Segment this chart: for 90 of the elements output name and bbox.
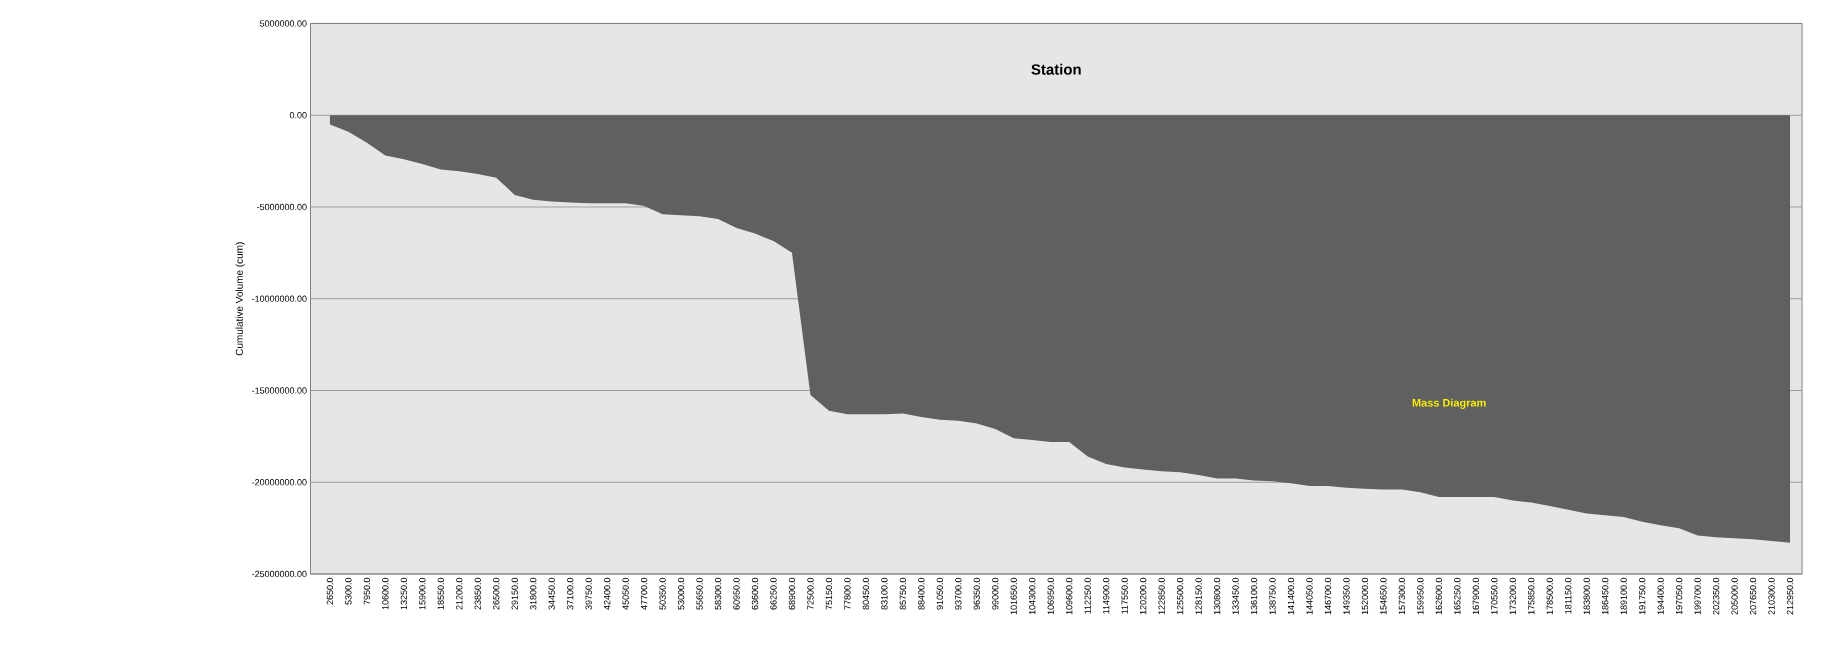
x-tick-label: 18550.0 (437, 577, 444, 610)
x-tick-label: 167900.0 (1472, 577, 1480, 615)
x-tick-label: 31800.0 (530, 577, 537, 610)
x-tick-label: 212950.0 (1786, 577, 1794, 615)
y-axis-title: Cumulative Volume (cum) (235, 242, 245, 356)
x-tick-label: 75150.0 (825, 577, 833, 610)
x-tick-label: 152000.0 (1361, 577, 1369, 615)
x-tick-label: 149350.0 (1343, 577, 1350, 615)
x-tick-label: 47700.0 (640, 577, 648, 610)
x-tick-label: 5300.0 (345, 577, 352, 605)
x-tick-label: 99000.0 (992, 577, 999, 610)
x-tick-label: 175850.0 (1528, 577, 1535, 615)
y-tick-label: 0.00 (289, 112, 307, 119)
x-tick-label: 144050.0 (1306, 577, 1313, 615)
y-tick-label: -15000000.00 (252, 387, 307, 394)
x-tick-label: 68900.0 (788, 577, 796, 610)
x-tick-label: 93700.0 (955, 577, 962, 610)
x-tick-label: 106950.0 (1047, 577, 1054, 615)
x-tick-label: 114900.0 (1103, 577, 1110, 614)
x-tick-label: 141400.0 (1287, 577, 1295, 615)
x-tick-label: 66250.0 (770, 577, 777, 610)
x-tick-label: 50350.0 (659, 577, 666, 610)
x-tick-label: 146700.0 (1324, 577, 1332, 615)
x-tick-label: 13250.0 (400, 577, 408, 610)
x-tick-label: 170550.0 (1491, 577, 1498, 615)
x-tick-label: 194400.0 (1657, 577, 1664, 615)
x-tick-label: 120200.0 (1139, 577, 1147, 615)
y-tick-label: 5000000.00 (259, 20, 307, 27)
x-tick-label: 63600.0 (751, 577, 759, 610)
x-tick-label: 2650.0 (326, 577, 334, 605)
x-tick-label: 91050.0 (936, 577, 944, 610)
x-tick-label: 7950.0 (363, 577, 371, 605)
x-tick-label: 133450.0 (1232, 577, 1239, 615)
x-tick-label: 109600.0 (1066, 577, 1073, 615)
x-tick-label: 112250.0 (1084, 577, 1091, 614)
y-tick-label: -25000000.00 (252, 570, 307, 578)
y-tick-label: -20000000.00 (252, 479, 307, 486)
x-tick-label: 183800.0 (1583, 577, 1590, 615)
x-tick-label: 45050.0 (622, 577, 629, 610)
x-tick-label: 173200.0 (1509, 577, 1516, 615)
x-tick-label: 72500.0 (807, 577, 814, 610)
x-tick-label: 207650.0 (1749, 577, 1757, 615)
x-tick-label: 165250.0 (1454, 577, 1461, 615)
x-tick-label: 197050.0 (1675, 577, 1683, 615)
x-tick-label: 130800.0 (1213, 577, 1221, 615)
x-tick-label: 210300.0 (1768, 577, 1775, 615)
y-tick-label: -10000000.00 (252, 295, 307, 302)
x-tick-label: 80450.0 (862, 577, 870, 610)
x-tick-label: 34450.0 (548, 577, 555, 610)
x-tick-label: 154650.0 (1380, 577, 1387, 615)
x-tick-label: 202350.0 (1712, 577, 1720, 615)
x-tick-label: 55650.0 (696, 577, 703, 610)
x-tick-label: 162600.0 (1435, 577, 1443, 615)
x-tick-label: 178500.0 (1546, 577, 1553, 615)
x-tick-label: 122850.0 (1158, 577, 1165, 615)
x-tick-label: 199700.0 (1694, 577, 1701, 615)
x-tick-label: 60950.0 (733, 577, 740, 610)
x-tick-label: 88400.0 (918, 577, 925, 610)
x-tick-label: 21200.0 (456, 577, 463, 610)
x-tick-label: 96350.0 (973, 577, 980, 610)
x-tick-label: 77800.0 (844, 577, 851, 610)
x-tick-label: 23850.0 (474, 577, 481, 610)
x-tick-label: 128150.0 (1195, 577, 1202, 615)
x-tick-label: 10600.0 (382, 577, 389, 610)
x-tick-label: 26500.0 (493, 577, 500, 610)
text: Station (1031, 63, 1081, 75)
x-tick-label: 125500.0 (1176, 577, 1184, 615)
x-tick-label: 205000.0 (1731, 577, 1738, 615)
x-tick-label: 85750.0 (899, 577, 907, 610)
x-tick-label: 104300.0 (1029, 577, 1036, 615)
x-tick-label: 189100.0 (1620, 577, 1627, 615)
series-label: Mass Diagram (1412, 398, 1486, 409)
x-tick-label: 29150.0 (511, 577, 518, 610)
x-tick-label: 191750.0 (1638, 577, 1646, 615)
x-tick-label: 83100.0 (881, 577, 888, 610)
x-tick-label: 101650.0 (1010, 577, 1017, 615)
x-tick-label: 138750.0 (1269, 577, 1276, 615)
x-tick-label: 181150.0 (1565, 577, 1572, 614)
x-tick-label: 58300.0 (714, 577, 722, 610)
x-tick-label: 117550.0 (1121, 577, 1128, 614)
x-tick-label: 159950.0 (1417, 577, 1424, 615)
x-tick-label: 53000.0 (677, 577, 685, 610)
y-tick-label: -5000000.00 (257, 203, 307, 211)
x-tick-label: 186450.0 (1602, 577, 1609, 615)
x-tick-label: 42400.0 (603, 577, 611, 610)
x-tick-label: 136100.0 (1250, 577, 1258, 615)
x-tick-label: 39750.0 (585, 577, 592, 610)
x-tick-label: 157300.0 (1398, 577, 1406, 615)
x-tick-label: 15900.0 (419, 577, 426, 610)
x-tick-label: 37100.0 (567, 577, 574, 610)
